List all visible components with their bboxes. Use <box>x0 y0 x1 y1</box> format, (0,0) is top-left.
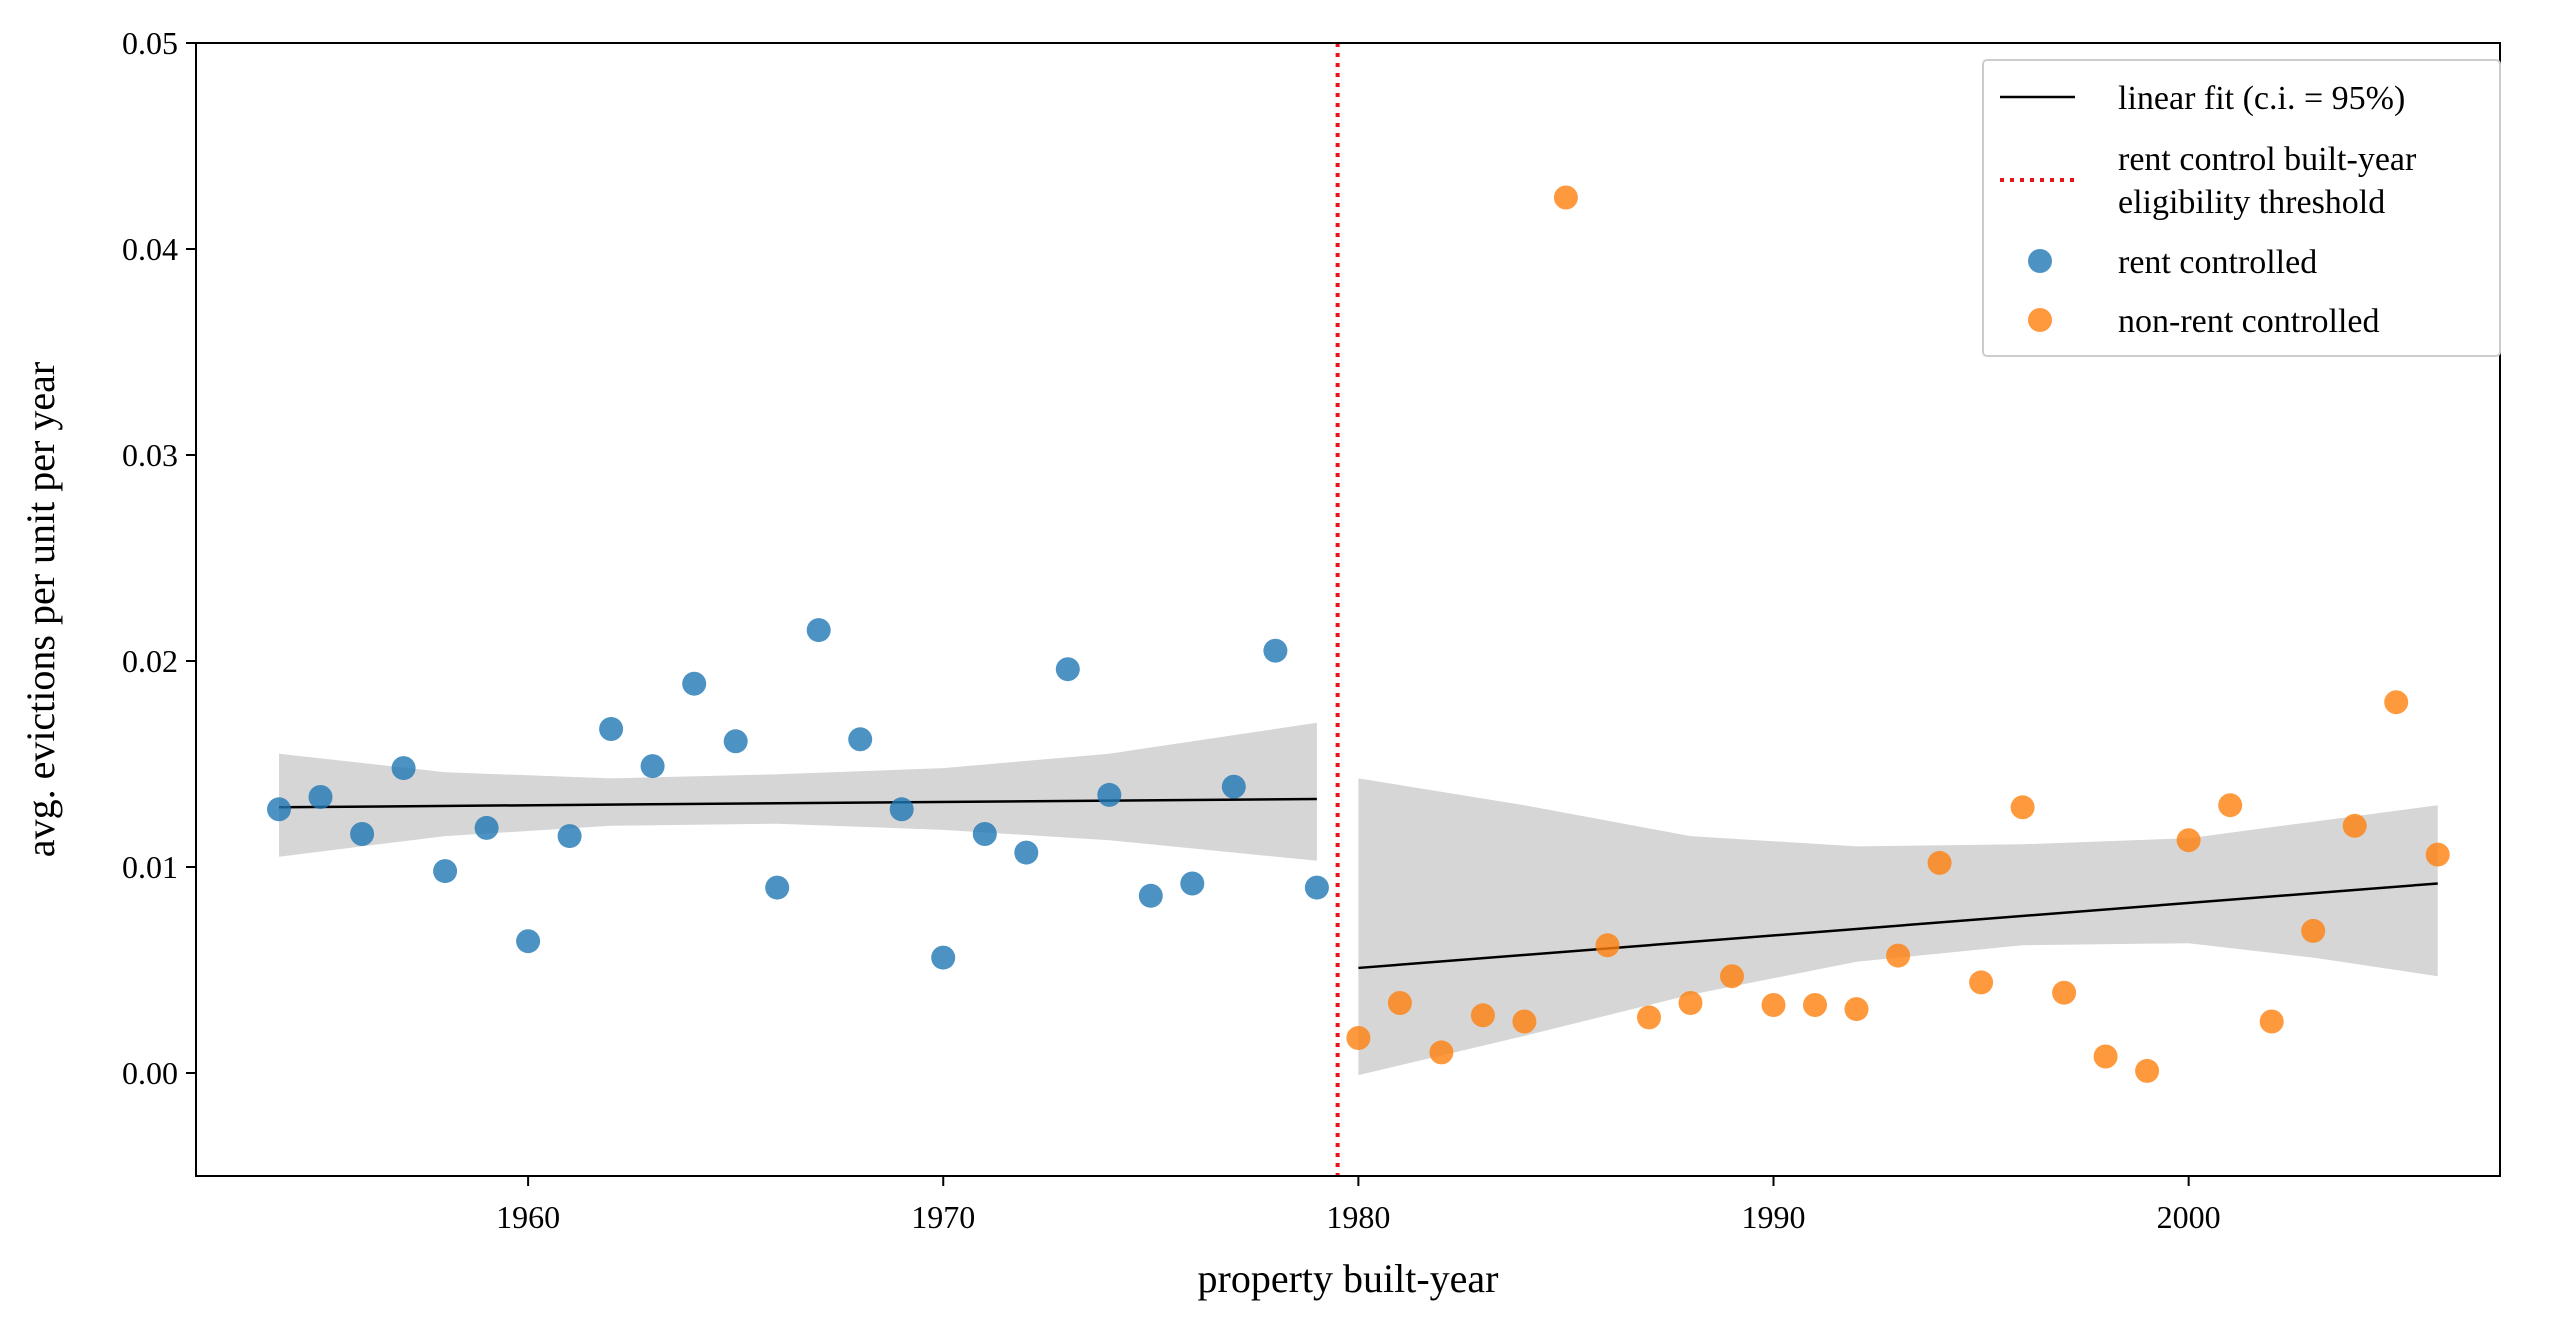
point-non-rent-controlled-1998 <box>2093 1044 2118 1069</box>
point-rent-controlled-1977 <box>1221 774 1246 799</box>
point-rent-controlled-1959 <box>474 815 499 840</box>
point-rent-controlled-1975 <box>1138 883 1163 908</box>
point-rent-controlled-1972 <box>1014 840 1039 865</box>
point-rent-controlled-1963 <box>640 754 665 779</box>
point-non-rent-controlled-2000 <box>2176 828 2201 853</box>
point-rent-controlled-1962 <box>599 717 624 741</box>
point-non-rent-controlled-1992 <box>1844 997 1869 1022</box>
y-tick-label-3: 0.03 <box>122 437 178 473</box>
point-rent-controlled-1974 <box>1097 782 1122 807</box>
point-rent-controlled-1978 <box>1263 638 1288 663</box>
y-tick-label-0: 0.00 <box>122 1055 178 1091</box>
point-non-rent-controlled-1983 <box>1470 1003 1495 1028</box>
x-axis-ticks: 1960 1970 1980 1990 2000 <box>496 1176 2221 1235</box>
point-non-rent-controlled-1997 <box>2052 980 2077 1005</box>
point-rent-controlled-1969 <box>889 797 914 822</box>
y-tick-label-2: 0.02 <box>122 643 178 679</box>
y-axis-ticks: 0.00 0.01 0.02 0.03 0.04 0.05 <box>122 25 196 1091</box>
y-axis-label: avg. evictions per unit per year <box>18 362 63 857</box>
point-non-rent-controlled-2002 <box>2259 1009 2284 1034</box>
legend-rent-controlled-swatch <box>2028 249 2052 273</box>
x-tick-label-1990: 1990 <box>1742 1199 1806 1235</box>
data-points <box>267 185 2450 1083</box>
y-tick-label-4: 0.04 <box>122 231 178 267</box>
x-axis-label: property built-year <box>1198 1256 1499 1301</box>
point-rent-controlled-1971 <box>972 822 997 846</box>
point-rent-controlled-1955 <box>308 785 333 809</box>
point-non-rent-controlled-1982 <box>1429 1040 1454 1065</box>
fit-lines <box>279 797 2438 970</box>
point-rent-controlled-1957 <box>391 756 416 781</box>
legend-threshold-label: rent control built-year eligibility thre… <box>2118 141 2425 221</box>
point-non-rent-controlled-2003 <box>2301 918 2326 943</box>
point-non-rent-controlled-1980 <box>1346 1026 1371 1050</box>
point-non-rent-controlled-1995 <box>1969 970 1994 995</box>
legend-non-rent-controlled-swatch <box>2028 308 2052 332</box>
fit-line-rent-controlled <box>279 797 1317 809</box>
point-rent-controlled-1956 <box>350 822 375 846</box>
point-non-rent-controlled-2001 <box>2218 793 2243 818</box>
y-tick-label-1: 0.01 <box>122 849 178 885</box>
point-non-rent-controlled-1986 <box>1595 933 1620 958</box>
x-tick-label-1980: 1980 <box>1326 1199 1390 1235</box>
point-non-rent-controlled-1984 <box>1512 1009 1537 1034</box>
plot-frame <box>195 42 2501 1177</box>
point-rent-controlled-1968 <box>848 727 873 752</box>
point-rent-controlled-1970 <box>931 945 956 970</box>
point-non-rent-controlled-2004 <box>2342 813 2367 838</box>
point-non-rent-controlled-1981 <box>1387 991 1412 1015</box>
x-tick-label-2000: 2000 <box>2157 1199 2221 1235</box>
point-non-rent-controlled-1985 <box>1553 185 1578 210</box>
legend-box <box>1982 59 2501 357</box>
point-non-rent-controlled-1993 <box>1886 943 1911 968</box>
point-rent-controlled-1961 <box>557 824 582 849</box>
point-rent-controlled-1958 <box>433 859 458 884</box>
point-rent-controlled-1964 <box>682 671 707 696</box>
y-tick-label-5: 0.05 <box>122 25 178 61</box>
point-non-rent-controlled-1994 <box>1927 850 1952 875</box>
legend-fit-label: linear fit (c.i. = 95%) <box>2118 80 2405 117</box>
point-non-rent-controlled-1990 <box>1761 993 1786 1017</box>
point-rent-controlled-1973 <box>1055 657 1080 682</box>
point-non-rent-controlled-1999 <box>2135 1058 2160 1083</box>
x-tick-label-1970: 1970 <box>911 1199 975 1235</box>
point-rent-controlled-1976 <box>1180 871 1205 896</box>
point-non-rent-controlled-2005 <box>2384 690 2409 715</box>
point-non-rent-controlled-1987 <box>1637 1005 1661 1030</box>
legend-threshold-label-line2: eligibility threshold <box>2118 184 2385 221</box>
legend: linear fit (c.i. = 95%) rent control bui… <box>1982 59 2501 357</box>
point-rent-controlled-1960 <box>516 929 541 954</box>
legend-non-rent-controlled-label: non-rent controlled <box>2118 303 2380 340</box>
x-tick-label-1960: 1960 <box>496 1199 560 1235</box>
point-non-rent-controlled-1989 <box>1720 964 1744 989</box>
fit-line-non-rent-controlled <box>1358 882 2438 970</box>
point-rent-controlled-1966 <box>765 875 790 900</box>
ci-band-rent-controlled <box>279 722 1317 861</box>
point-non-rent-controlled-2006 <box>2425 842 2450 867</box>
point-non-rent-controlled-1996 <box>2010 795 2035 820</box>
point-rent-controlled-1954 <box>267 797 291 822</box>
point-rent-controlled-1979 <box>1304 875 1329 900</box>
point-non-rent-controlled-1991 <box>1803 993 1827 1017</box>
legend-threshold-label-line1: rent control built-year <box>2118 141 2417 178</box>
point-rent-controlled-1967 <box>806 618 831 643</box>
point-non-rent-controlled-1988 <box>1678 991 1703 1015</box>
legend-rent-controlled-label: rent controlled <box>2118 244 2317 281</box>
point-rent-controlled-1965 <box>723 729 748 754</box>
